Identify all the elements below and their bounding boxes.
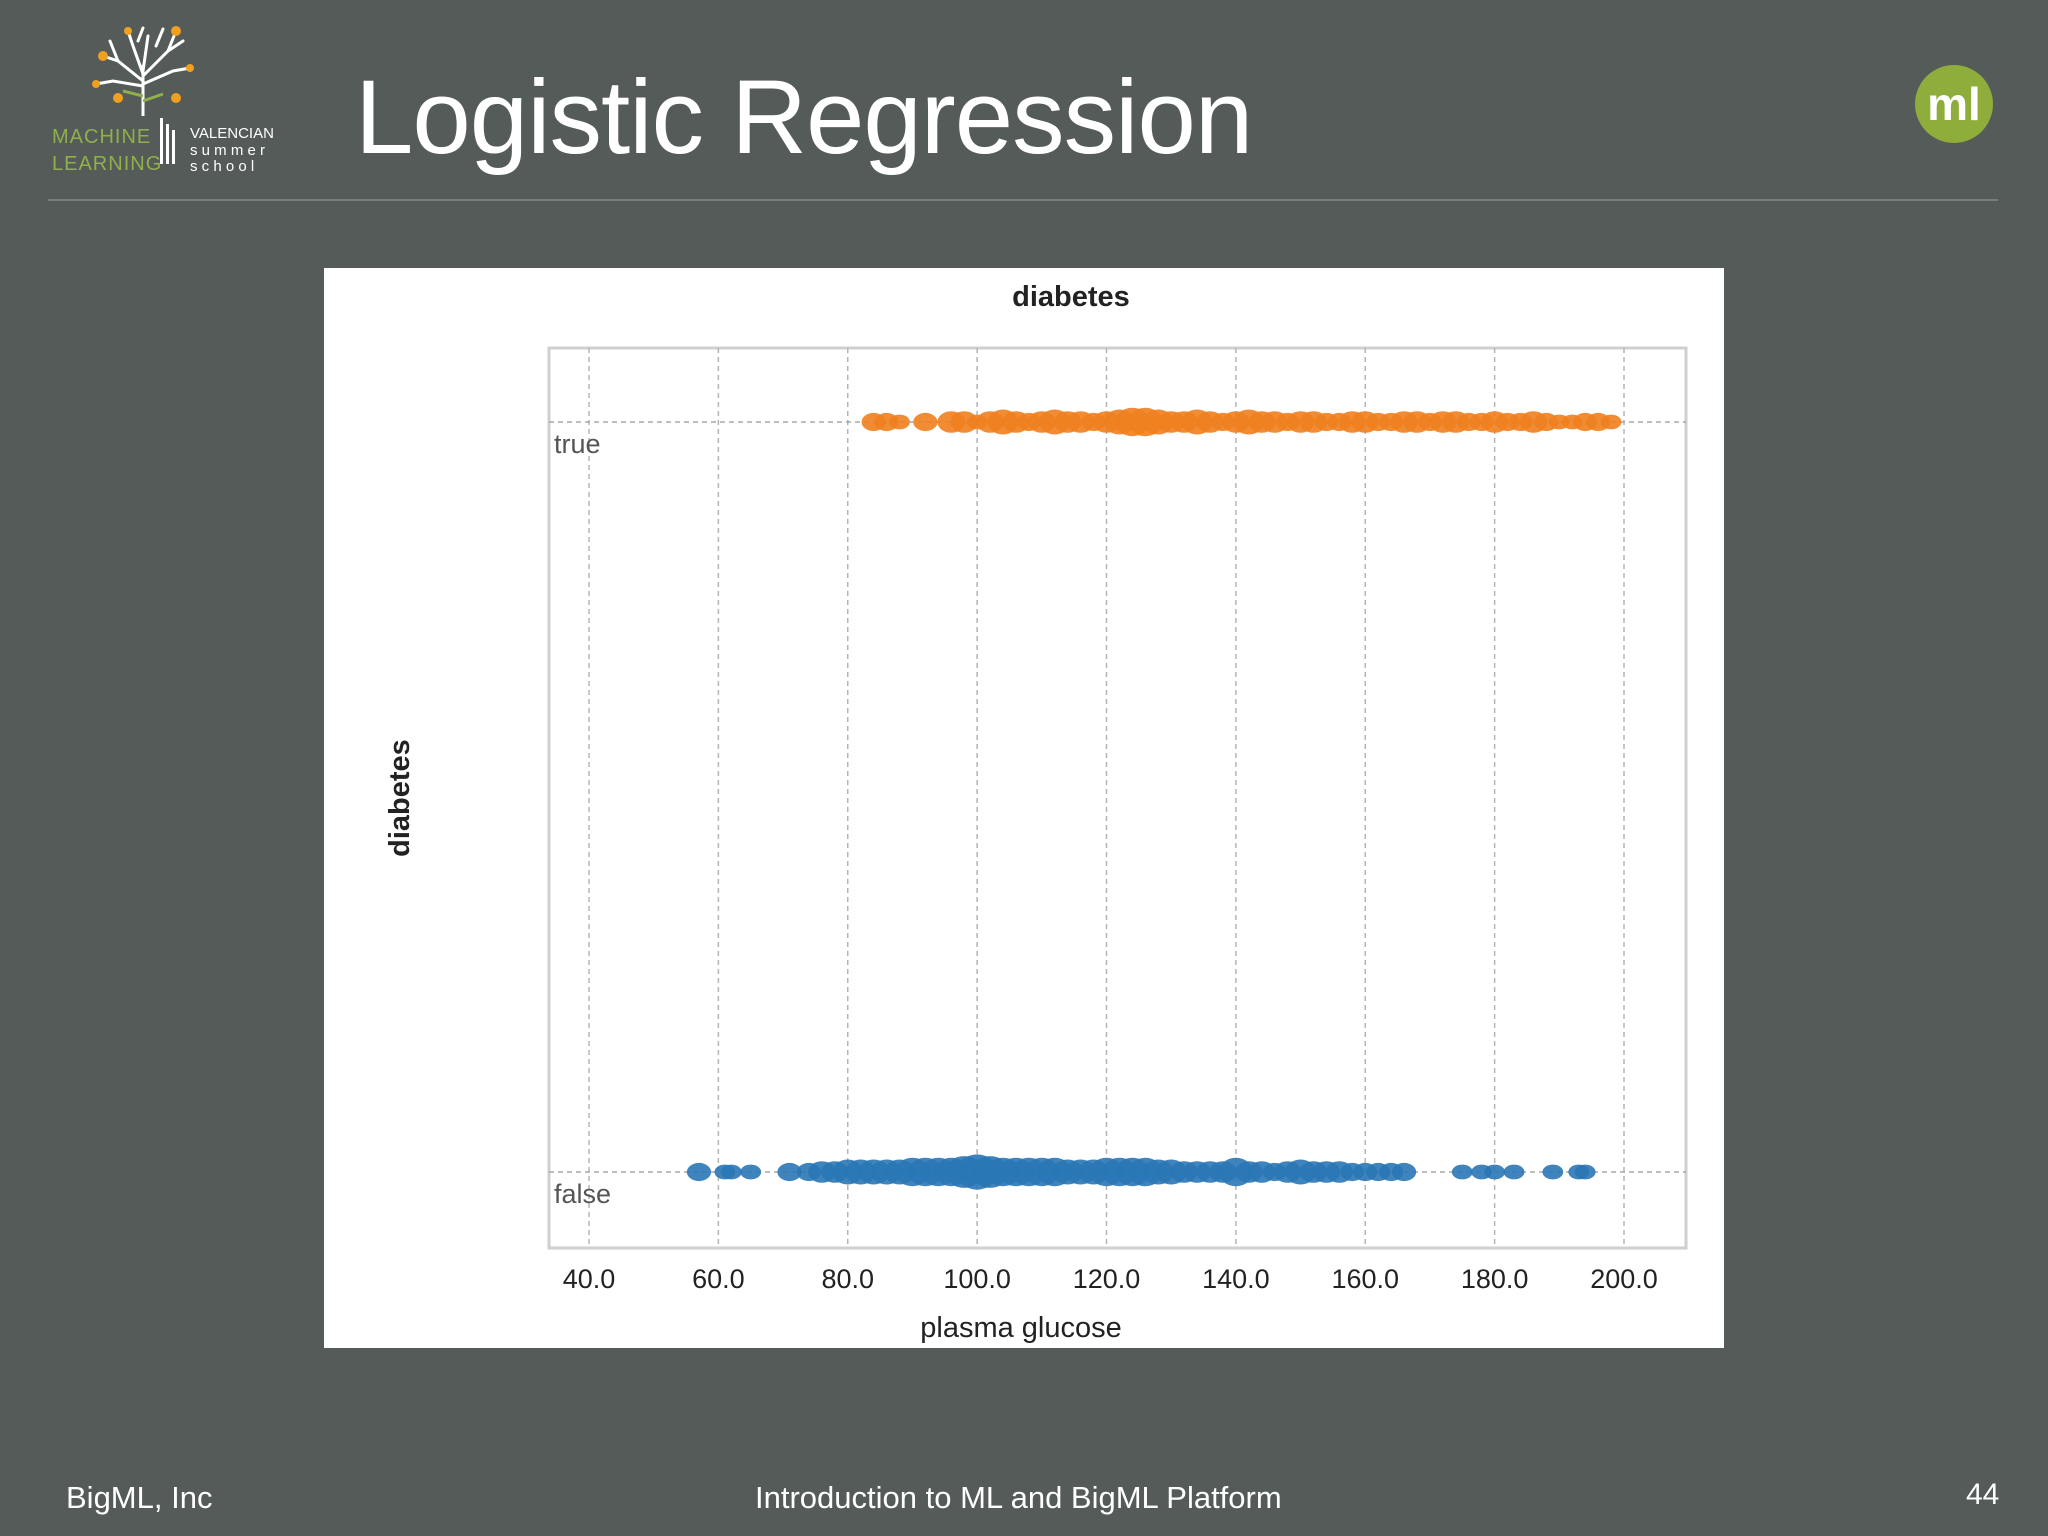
logo-text-school: s c h o o l	[190, 158, 255, 175]
point-false	[720, 1164, 742, 1180]
x-tick-label: 80.0	[821, 1264, 874, 1294]
chart-panel: true false 40.0 60.0 80.0 100.0 120.0 140.0 160.…	[324, 268, 1724, 1348]
point-false	[1542, 1164, 1564, 1180]
point-false	[740, 1164, 762, 1180]
header-divider	[48, 199, 1998, 201]
x-tick-label: 60.0	[692, 1264, 745, 1294]
x-tick-label: 120.0	[1073, 1264, 1141, 1294]
footer-presentation-title: Introduction to ML and BigML Platform	[755, 1480, 1282, 1515]
x-tick-label: 200.0	[1590, 1264, 1658, 1294]
point-true	[889, 414, 910, 430]
point-false	[686, 1162, 712, 1182]
point-false	[777, 1162, 802, 1182]
x-tick-label: 140.0	[1202, 1264, 1270, 1294]
y-axis-label: diabetes	[384, 739, 416, 857]
scatter-chart: true false 40.0 60.0 80.0 100.0 120.0 140.0 160.…	[384, 281, 1688, 1344]
point-false	[1503, 1164, 1525, 1180]
y-tick-label-true: true	[554, 429, 601, 459]
tree-icon	[92, 26, 194, 116]
point-false	[1574, 1164, 1596, 1180]
logo-divider-bars	[160, 118, 182, 164]
x-tick-label: 40.0	[563, 1264, 616, 1294]
point-false	[1484, 1164, 1506, 1180]
point-true	[1600, 414, 1622, 430]
y-tick-label-false: false	[554, 1179, 611, 1209]
logo-text-summer: s u m m e r	[190, 142, 266, 159]
point-false	[1391, 1162, 1417, 1182]
x-tick-label: 180.0	[1461, 1264, 1529, 1294]
x-tick-label: 160.0	[1331, 1264, 1399, 1294]
logo-text-learning: LEARNING	[52, 153, 163, 175]
point-false	[1451, 1164, 1473, 1180]
logo-text-machine: MACHINE	[52, 126, 152, 148]
logo-text-valencian: VALENCIAN	[190, 125, 274, 142]
ml-logo-icon: ml	[1915, 65, 1993, 143]
slide-title: Logistic Regression	[355, 59, 1253, 176]
chart-title: diabetes	[1012, 281, 1130, 313]
x-tick-label: 100.0	[943, 1264, 1011, 1294]
point-true	[913, 412, 938, 432]
summer-school-logo: MACHINE LEARNING VALENCIAN s u m m e r s…	[48, 26, 298, 176]
plot-area	[547, 346, 1688, 1250]
x-axis-label: plasma glucose	[920, 1312, 1122, 1344]
page-number: 44	[1966, 1478, 2000, 1511]
footer-company: BigML, Inc	[66, 1480, 213, 1515]
